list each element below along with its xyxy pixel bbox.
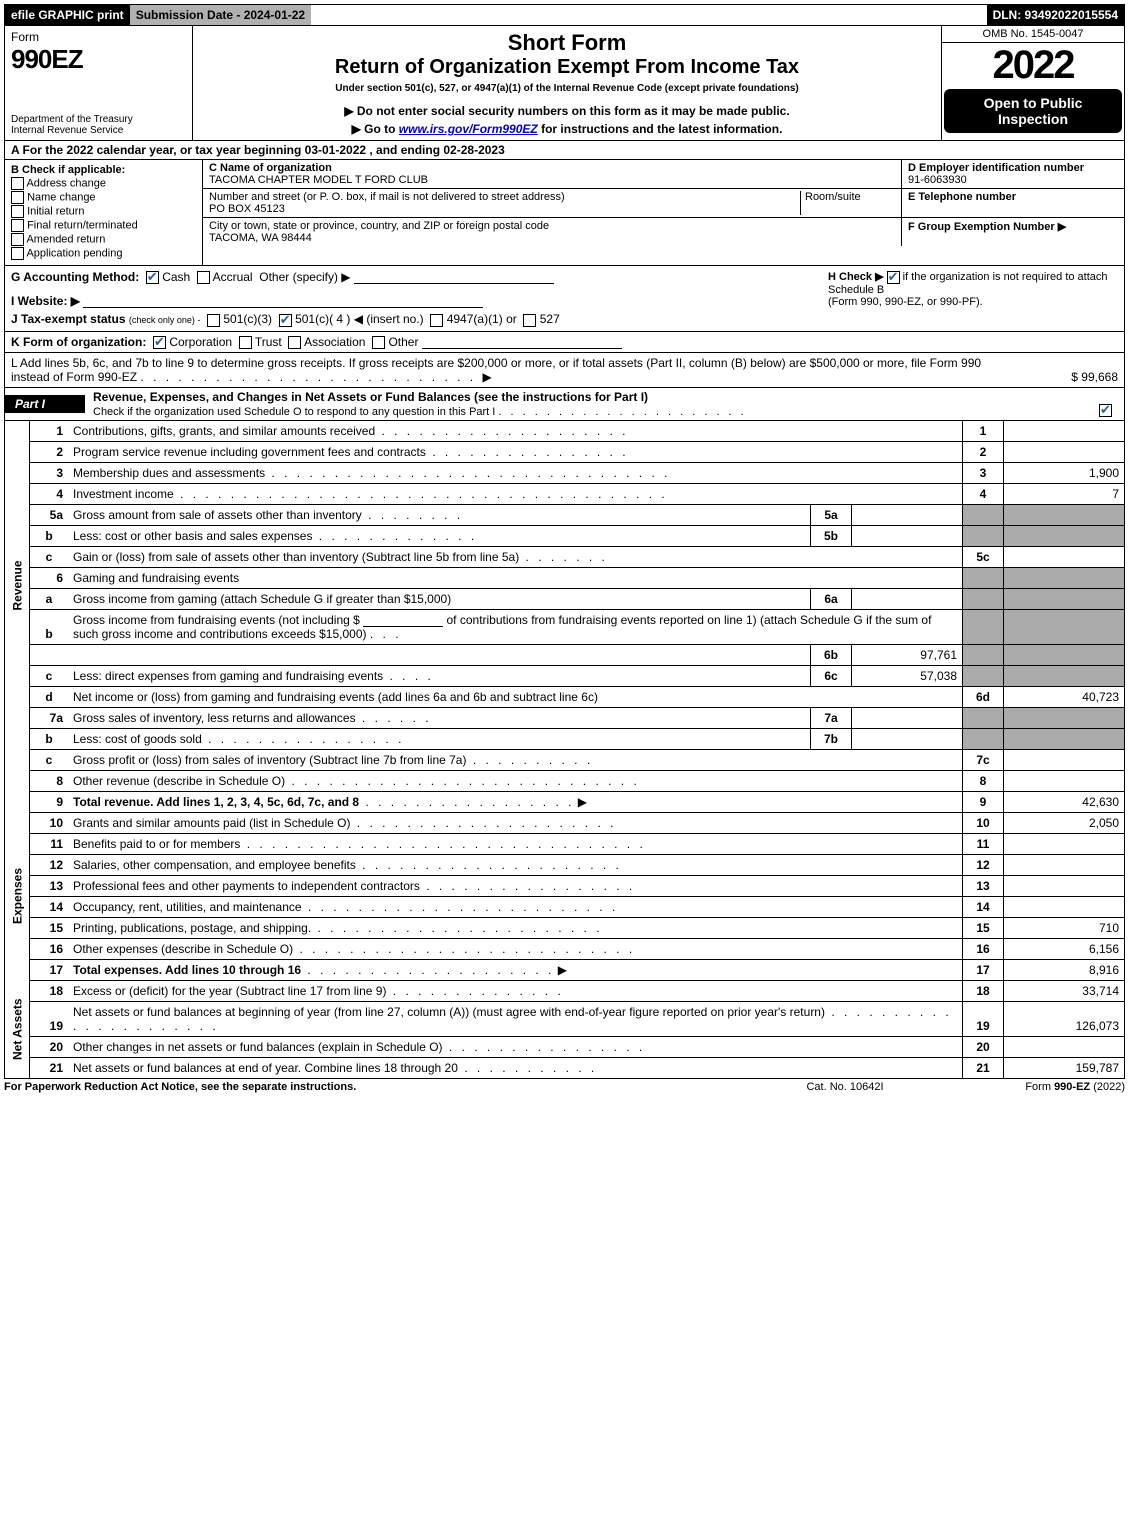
short-form-title: Short Form	[199, 30, 935, 56]
d-ein-label: D Employer identification number	[908, 162, 1084, 174]
tax-year: 2022	[942, 43, 1124, 87]
cb-initial-return[interactable]: Initial return	[11, 205, 196, 218]
line-6b-value: 97,761	[852, 644, 963, 665]
goto-line: ▶ Go to www.irs.gov/Form990EZ for instru…	[199, 122, 935, 136]
part-1-header: Part I Revenue, Expenses, and Changes in…	[4, 388, 1125, 421]
part-1-table: Revenue 1 Contributions, gifts, grants, …	[4, 421, 1125, 1079]
netassets-side-label: Net Assets	[5, 980, 30, 1078]
line-14-value	[1004, 896, 1125, 917]
j-tax-exempt-label: J Tax-exempt status	[11, 312, 129, 326]
open-to-public: Open to Public Inspection	[944, 89, 1122, 133]
e-phone-label: E Telephone number	[908, 191, 1016, 203]
k-form-org-label: K Form of organization:	[11, 335, 146, 349]
line-4-value: 7	[1004, 483, 1125, 504]
room-suite-label: Room/suite	[805, 191, 861, 203]
form-word: Form	[11, 30, 186, 44]
line-3-value: 1,900	[1004, 462, 1125, 483]
page-footer: For Paperwork Reduction Act Notice, see …	[4, 1079, 1125, 1095]
cb-accrual[interactable]	[197, 271, 210, 284]
row-a-tax-year: A For the 2022 calendar year, or tax yea…	[5, 141, 1124, 160]
return-title: Return of Organization Exempt From Incom…	[199, 56, 935, 79]
cb-4947[interactable]	[430, 314, 443, 327]
line-6c-value: 57,038	[852, 665, 963, 686]
cb-cash[interactable]	[146, 271, 159, 284]
line-1-value	[1004, 421, 1125, 442]
line-21-value: 159,787	[1004, 1057, 1125, 1078]
irs: Internal Revenue Service	[11, 125, 186, 136]
line-12-value	[1004, 854, 1125, 875]
cb-association[interactable]	[288, 336, 301, 349]
goto-link[interactable]: www.irs.gov/Form990EZ	[399, 122, 538, 136]
line-16-value: 6,156	[1004, 938, 1125, 959]
street-value: PO BOX 45123	[209, 203, 285, 215]
line-18-value: 33,714	[1004, 980, 1125, 1001]
cb-amended-return[interactable]: Amended return	[11, 233, 196, 246]
l-value: $ 99,668	[1008, 370, 1118, 384]
form-footer: Form 990-EZ (2022)	[945, 1081, 1125, 1093]
street-label: Number and street (or P. O. box, if mail…	[209, 191, 565, 203]
f-group-label: F Group Exemption Number ▶	[908, 221, 1066, 233]
cb-501c3[interactable]	[207, 314, 220, 327]
cb-address-change[interactable]: Address change	[11, 177, 196, 190]
section-b-checkboxes: B Check if applicable: Address change Na…	[5, 160, 203, 265]
cb-other-org[interactable]	[372, 336, 385, 349]
line-5b-value	[852, 525, 963, 546]
form-header: Form 990EZ Department of the Treasury In…	[4, 26, 1125, 141]
line-17-value: 8,916	[1004, 959, 1125, 980]
line-9-value: 42,630	[1004, 791, 1125, 812]
cb-schedule-b[interactable]	[887, 271, 900, 284]
line-6d-value: 40,723	[1004, 686, 1125, 707]
line-15-value: 710	[1004, 917, 1125, 938]
city-label: City or town, state or province, country…	[209, 220, 549, 232]
cb-501c[interactable]	[279, 314, 292, 327]
dept-treasury: Department of the Treasury	[11, 114, 186, 125]
ein-value: 91-6063930	[908, 174, 967, 186]
line-10-value: 2,050	[1004, 812, 1125, 833]
city-value: TACOMA, WA 98444	[209, 232, 312, 244]
submission-date: Submission Date - 2024-01-22	[130, 5, 311, 25]
g-accounting-label: G Accounting Method:	[11, 270, 139, 284]
cb-application-pending[interactable]: Application pending	[11, 247, 196, 260]
cb-trust[interactable]	[239, 336, 252, 349]
line-7a-value	[852, 707, 963, 728]
c-name-label: C Name of organization	[209, 162, 332, 174]
line-6a-value	[852, 588, 963, 609]
cb-name-change[interactable]: Name change	[11, 191, 196, 204]
dln: DLN: 93492022015554	[987, 5, 1124, 25]
l-gross-receipts: L Add lines 5b, 6c, and 7b to line 9 to …	[11, 356, 1008, 384]
omb-number: OMB No. 1545-0047	[942, 26, 1124, 43]
line-13-value	[1004, 875, 1125, 896]
cat-number: Cat. No. 10642I	[745, 1081, 945, 1093]
cb-final-return[interactable]: Final return/terminated	[11, 219, 196, 232]
no-ssn-warning: ▶ Do not enter social security numbers o…	[199, 104, 935, 118]
cb-corporation[interactable]	[153, 336, 166, 349]
line-5a-value	[852, 504, 963, 525]
line-20-value	[1004, 1036, 1125, 1057]
line-2-value	[1004, 441, 1125, 462]
cb-schedule-o[interactable]	[1099, 404, 1112, 417]
line-8-value	[1004, 770, 1125, 791]
efile-print[interactable]: efile GRAPHIC print	[5, 5, 130, 25]
i-website-label: I Website: ▶	[11, 294, 80, 308]
under-section: Under section 501(c), 527, or 4947(a)(1)…	[199, 83, 935, 94]
cb-527[interactable]	[523, 314, 536, 327]
line-5c-value	[1004, 546, 1125, 567]
pra-notice: For Paperwork Reduction Act Notice, see …	[4, 1081, 745, 1093]
expenses-side-label: Expenses	[5, 812, 30, 980]
revenue-side-label: Revenue	[5, 421, 30, 750]
line-11-value	[1004, 833, 1125, 854]
org-name: TACOMA CHAPTER MODEL T FORD CLUB	[209, 174, 428, 186]
top-bar: efile GRAPHIC print Submission Date - 20…	[4, 4, 1125, 26]
form-number: 990EZ	[11, 44, 186, 75]
line-19-value: 126,073	[1004, 1001, 1125, 1036]
line-7b-value	[852, 728, 963, 749]
line-7c-value	[1004, 749, 1125, 770]
